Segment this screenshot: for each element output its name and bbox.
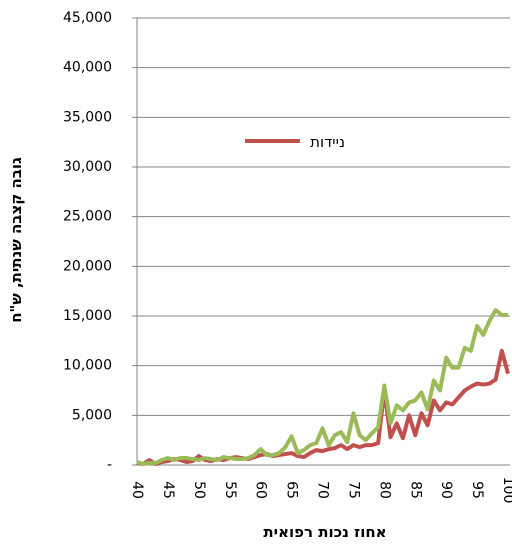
x-tick-label: 85 bbox=[407, 481, 423, 499]
series-line bbox=[136, 348, 510, 467]
y-tick-label: 40,000 bbox=[63, 60, 112, 76]
x-tick-label: 90 bbox=[438, 481, 454, 499]
x-tick-label: 60 bbox=[253, 481, 269, 499]
x-tick-label: 80 bbox=[376, 481, 392, 499]
x-tick-label: 75 bbox=[345, 481, 361, 499]
x-tick-label: 40 bbox=[129, 481, 145, 499]
x-tick-label: 95 bbox=[469, 481, 485, 499]
y-tick-label: 45,000 bbox=[63, 10, 112, 26]
y-tick-label: 20,000 bbox=[63, 258, 112, 274]
x-tick-label: 50 bbox=[191, 481, 207, 499]
y-tick-label: 15,000 bbox=[63, 308, 112, 324]
y-tick-label: 35,000 bbox=[63, 109, 112, 125]
y-tick-label: 5,000 bbox=[72, 407, 112, 423]
x-tick-label: 65 bbox=[284, 481, 300, 499]
y-axis-title: גובה קצבה שנתית, ש"ח bbox=[7, 157, 25, 323]
legend-label: ניידות bbox=[310, 133, 345, 151]
y-tick-label: 30,000 bbox=[63, 159, 112, 175]
x-tick-label: 45 bbox=[160, 481, 176, 499]
y-tick-label: 25,000 bbox=[63, 209, 112, 225]
x-axis-title: אחוז נכות רפואית bbox=[263, 523, 386, 541]
x-tick-label: 100 bbox=[500, 477, 512, 504]
y-tick-label: - bbox=[107, 457, 112, 473]
x-tick-label: 55 bbox=[222, 481, 238, 499]
series-line bbox=[136, 308, 508, 467]
y-tick-label: 10,000 bbox=[63, 358, 112, 374]
x-tick-label: 70 bbox=[315, 481, 331, 499]
